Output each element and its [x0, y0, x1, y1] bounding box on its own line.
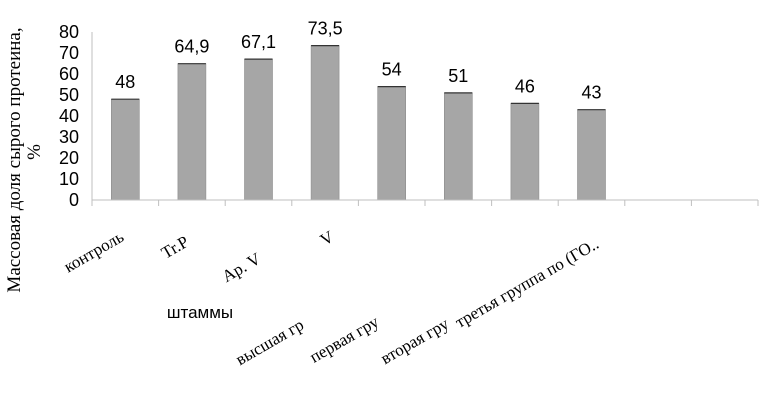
y-tick-label: 40 [59, 106, 79, 126]
y-tick-label: 0 [69, 190, 79, 210]
data-label: 67,1 [241, 32, 276, 52]
y-axis-label: Массовая доля сырого протеина, [4, 27, 25, 292]
category-label: вторая гру [377, 314, 452, 368]
category-label: Tr.P [158, 232, 192, 263]
y-axis-label-unit: % [24, 144, 45, 160]
data-label: 46 [515, 76, 535, 96]
bar [443, 92, 473, 201]
x-axis-label: штаммы [167, 303, 233, 322]
category-label: V [317, 227, 338, 250]
category-label: первая гру [306, 312, 382, 367]
data-label: 43 [581, 83, 601, 103]
y-axis-label-group: Массовая доля сырого протеина,% [4, 27, 45, 292]
bar [377, 86, 407, 201]
category-label: контроль [61, 227, 128, 276]
bar [310, 45, 340, 201]
bar [177, 63, 207, 201]
y-tick-label: 50 [59, 85, 79, 105]
y-tick-label: 10 [59, 169, 79, 189]
y-tick-label: 70 [59, 43, 79, 63]
data-label: 48 [115, 72, 135, 92]
x-axis [91, 199, 759, 206]
category-label: Ap. V [219, 249, 265, 286]
y-tick-label: 30 [59, 127, 79, 147]
data-label: 54 [382, 60, 402, 80]
data-labels-group: 48 64,9 67,1 73,5 54 51 46 43 [115, 19, 601, 103]
bar [577, 109, 606, 201]
bar [510, 103, 540, 201]
data-label: 51 [448, 66, 468, 86]
data-label: 64,9 [174, 37, 209, 57]
data-label: 73,5 [308, 19, 343, 39]
bar [111, 98, 140, 201]
category-label: высшая гр [232, 315, 307, 369]
category-label: третья группа по (ГО.. [452, 234, 602, 332]
y-tick-label: 60 [59, 64, 79, 84]
y-tick-label: 80 [59, 22, 79, 42]
bar [244, 58, 273, 201]
bars-group [111, 45, 606, 201]
y-tick-label: 20 [59, 148, 79, 168]
